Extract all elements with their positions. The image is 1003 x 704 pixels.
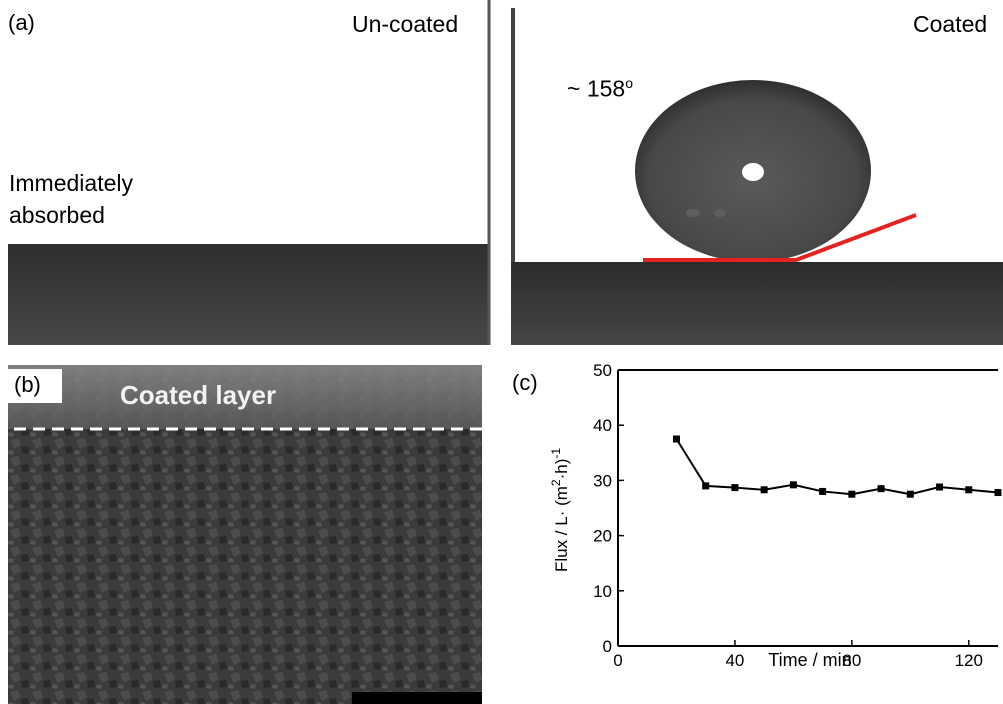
x-tick-label: 40 (725, 651, 744, 670)
chart-series (672, 435, 1002, 498)
y-axis-label-mid: ·h) (552, 459, 571, 480)
coated-title: Coated (913, 11, 988, 37)
contact-angle-label: ~ 158o (567, 75, 633, 103)
scale-bar (352, 692, 482, 704)
y-tick-label: 30 (593, 471, 612, 490)
contact-angle-unit: o (625, 75, 633, 91)
y-axis-label-sup: 2 (549, 479, 563, 486)
x-tick-label: 120 (955, 651, 983, 670)
series-line (675, 438, 999, 496)
data-point (789, 481, 797, 489)
droplet-reflection (686, 209, 700, 217)
y-tick-label: 20 (593, 527, 612, 546)
contact-angle-value: ~ 158 (567, 75, 626, 102)
data-point (672, 435, 680, 443)
data-point (936, 483, 944, 491)
sem-coated-layer (8, 365, 482, 429)
absorbed-note-line2: absorbed (9, 202, 105, 228)
data-point (965, 486, 973, 494)
chart-ticks: 0 10 20 30 40 50 0 40 80 120 (593, 361, 983, 670)
uncoated-photo (8, 0, 491, 345)
data-point (906, 490, 914, 498)
panel-c-chart: (c) 0 10 20 30 40 50 0 40 80 120 Time / min Flux … (492, 350, 1003, 704)
coated-photo (511, 8, 1003, 345)
data-point (877, 485, 885, 493)
data-point (848, 490, 856, 498)
droplet-reflection (714, 209, 726, 217)
uncoated-title: Un-coated (352, 11, 459, 37)
uncoated-substrate (8, 244, 488, 345)
panel-c-label: (c) (512, 370, 538, 395)
sem-image (8, 365, 482, 704)
x-axis-label: Time / min (768, 650, 851, 670)
coated-layer-label: Coated layer (120, 380, 277, 410)
y-tick-label: 40 (593, 416, 612, 435)
data-point (731, 484, 739, 492)
panel-a-label: (a) (8, 10, 35, 35)
data-point (702, 482, 710, 490)
data-point (994, 489, 1002, 497)
data-point (819, 487, 827, 495)
coated-substrate (511, 262, 1003, 345)
y-tick-label: 10 (593, 582, 612, 601)
x-tick-label: 0 (613, 651, 622, 670)
panel-a-coated: Coated ~ 158o (511, 0, 1003, 345)
y-axis-label-main: Flux / L· (m (552, 486, 571, 572)
data-point (760, 486, 768, 494)
y-tick-label: 0 (603, 637, 612, 656)
panel-b-label: (b) (8, 369, 62, 403)
x-tick-label: 80 (842, 651, 861, 670)
chart-axes (617, 369, 998, 647)
panel-a-uncoated: (a) Un-coated Immediately absorbed (0, 0, 492, 345)
y-axis-label-sup: -1 (549, 448, 563, 459)
absorbed-note-line1: Immediately (9, 170, 133, 196)
contact-angle-tangent (643, 213, 917, 262)
droplet-highlight (742, 163, 764, 181)
y-axis-label: Flux / L· (m2·h)-1 (549, 448, 571, 572)
panel-b-sem: (b) Coated layer (8, 365, 482, 704)
y-tick-label: 50 (593, 361, 612, 380)
flux-chart: 0 10 20 30 40 50 0 40 80 120 Time / min Flux / L·… (549, 361, 1002, 670)
